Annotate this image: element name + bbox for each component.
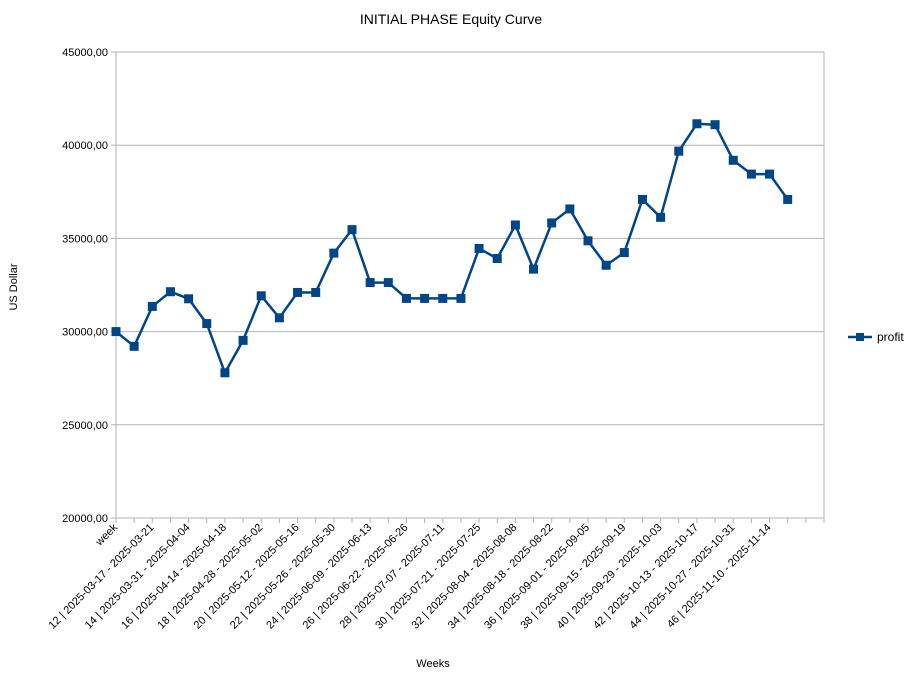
data-point	[547, 218, 557, 228]
data-point	[583, 236, 593, 246]
data-point	[165, 287, 175, 297]
data-point	[619, 248, 629, 258]
series-line	[115, 122, 789, 375]
data-point	[329, 248, 339, 258]
y-tick-label: 25000,00	[62, 420, 108, 432]
data-point	[256, 291, 266, 301]
data-point	[311, 287, 321, 297]
data-point	[147, 301, 157, 311]
legend-label-profit: profit	[877, 330, 904, 344]
data-point	[129, 341, 139, 351]
data-point	[674, 146, 684, 156]
data-point	[783, 194, 793, 204]
data-point	[710, 120, 720, 130]
series-profit	[111, 119, 793, 378]
legend: profit	[848, 330, 904, 344]
chart-title: INITIAL PHASE Equity Curve	[360, 11, 543, 27]
y-axis-ticks: 20000,00 25000,00 30000,00 35000,00 40000,00…	[62, 47, 116, 525]
data-point	[637, 194, 647, 204]
data-point	[456, 293, 466, 303]
legend-marker	[856, 333, 864, 341]
y-tick-label: 20000,00	[62, 513, 108, 525]
data-point	[401, 293, 411, 303]
data-point	[565, 204, 575, 214]
data-point	[692, 119, 702, 129]
data-point	[601, 260, 611, 270]
data-point	[274, 313, 284, 323]
y-tick-label: 30000,00	[62, 327, 108, 339]
data-point	[746, 169, 756, 179]
data-point	[438, 293, 448, 303]
y-tick-label: 45000,00	[62, 47, 108, 59]
y-tick-label: 40000,00	[62, 140, 108, 152]
data-point	[420, 293, 430, 303]
data-point	[510, 220, 520, 230]
data-point	[529, 264, 539, 274]
data-point	[365, 278, 375, 288]
x-tick-label: week	[93, 521, 121, 549]
x-axis-label: Weeks	[416, 658, 450, 670]
data-point	[293, 287, 303, 297]
data-point	[656, 212, 666, 222]
data-point	[347, 225, 357, 235]
data-point	[202, 319, 212, 329]
data-point	[111, 327, 121, 337]
data-point	[728, 155, 738, 165]
data-point	[184, 294, 194, 304]
data-point	[474, 243, 484, 253]
y-tick-label: 35000,00	[62, 233, 108, 245]
data-point	[220, 368, 230, 378]
data-point	[765, 169, 775, 179]
data-point	[238, 335, 248, 345]
data-point	[383, 278, 393, 288]
y-axis-label: US Dollar	[8, 263, 20, 310]
gridlines	[115, 51, 825, 519]
data-point	[492, 254, 502, 264]
